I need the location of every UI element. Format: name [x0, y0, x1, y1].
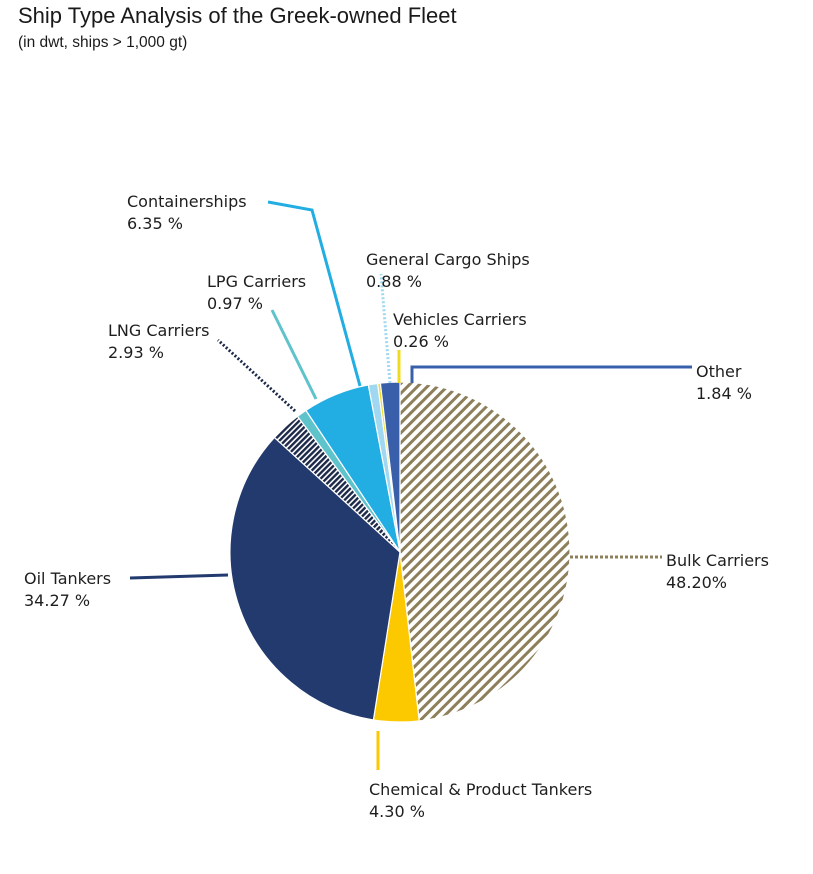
slice-label-oil-tankers: Oil Tankers	[24, 569, 111, 588]
slice-value-other: 1.84 %	[696, 384, 752, 403]
leader-line-oil-tankers	[129, 573, 229, 580]
leader-line-other	[410, 365, 692, 383]
slice-label-vehicles-carriers: Vehicles Carriers	[393, 310, 527, 329]
slice-value-lng-carriers: 2.93 %	[108, 343, 164, 362]
slice-label-containerships: Containerships	[127, 192, 247, 211]
pie-slice-oil-tankers	[229, 436, 401, 721]
chart-subtitle: (in dwt, ships > 1,000 gt)	[18, 34, 188, 51]
slice-value-vehicles-carriers: 0.26 %	[393, 332, 449, 351]
chart-title: Ship Type Analysis of the Greek-owned Fl…	[18, 3, 457, 28]
pie-slice-bulk-carriers	[399, 381, 571, 722]
slice-label-bulk-carriers: Bulk Carriers	[666, 551, 769, 570]
slice-value-containerships: 6.35 %	[127, 214, 183, 233]
leader-line-containerships	[267, 200, 362, 387]
slice-value-general-cargo-ships: 0.88 %	[366, 272, 422, 291]
slice-label-chemical-and-product-tankers: Chemical & Product Tankers	[369, 780, 592, 799]
slice-value-bulk-carriers: 48.20%	[666, 573, 727, 592]
slice-value-chemical-and-product-tankers: 4.30 %	[369, 802, 425, 821]
slice-value-oil-tankers: 34.27 %	[24, 591, 90, 610]
slice-label-general-cargo-ships: General Cargo Ships	[366, 250, 530, 269]
slice-label-other: Other	[696, 362, 742, 381]
slice-value-lpg-carriers: 0.97 %	[207, 294, 263, 313]
slice-label-lng-carriers: LNG Carriers	[108, 321, 209, 340]
leader-line-lng-carriers	[216, 338, 297, 413]
leader-line-lpg-carriers	[270, 309, 318, 400]
slice-label-lpg-carriers: LPG Carriers	[207, 272, 306, 291]
